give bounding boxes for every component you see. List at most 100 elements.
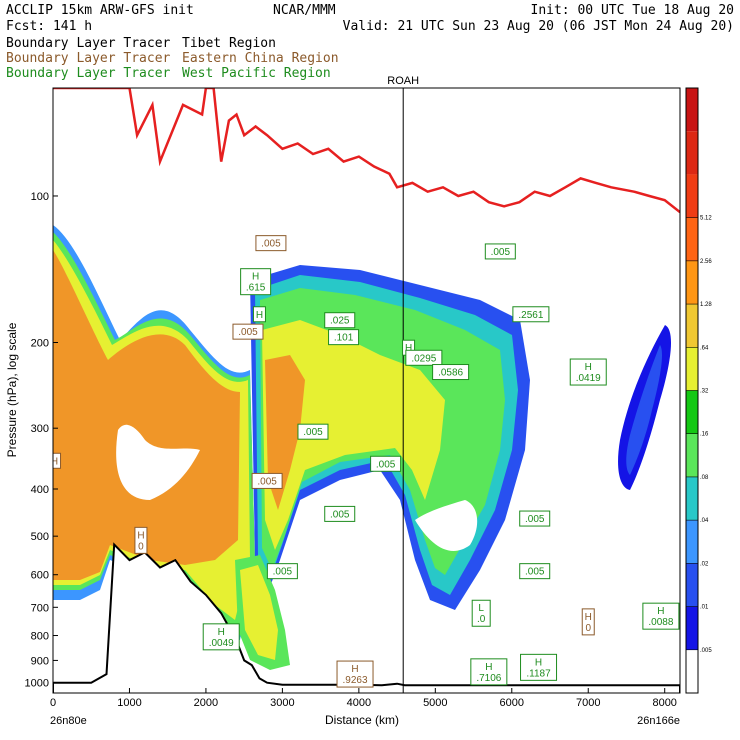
legend-entry-eastchina-region: Eastern China Region <box>182 51 339 66</box>
y-tick-label: 500 <box>31 531 49 543</box>
contour-label-box <box>470 658 508 686</box>
contour-label-box <box>255 235 287 252</box>
shading-white-notch <box>116 424 200 500</box>
x-axis-label: Distance (km) <box>325 713 399 727</box>
colorbar-segment <box>686 304 698 348</box>
contour-label-text: .005 <box>257 476 277 487</box>
y-tick-label: 700 <box>31 602 49 614</box>
colorbar-segment <box>686 217 698 261</box>
y-tick-label: 300 <box>31 423 49 435</box>
contour-label-box <box>266 563 298 580</box>
contour-label-text: H <box>51 456 58 467</box>
colorbar-segment <box>686 131 698 175</box>
colorbar-segment <box>686 606 698 650</box>
contour-label-box <box>519 563 551 580</box>
contour-label-text: .005 <box>303 427 323 438</box>
y-tick-label: 1000 <box>25 678 49 690</box>
contour-label-text: H <box>535 657 542 668</box>
colorbar-segment <box>686 433 698 477</box>
contour-label-box <box>202 623 240 651</box>
contour-label: H.9263 <box>336 660 374 688</box>
contour-label-text: .0419 <box>576 373 601 384</box>
contour-label: .2561 <box>512 306 550 323</box>
colorbar-tick-label: .02 <box>700 561 709 567</box>
colorbar-segment <box>686 174 698 218</box>
right-endpoint-label: 26n166e <box>637 715 680 727</box>
shading-orange-core <box>53 250 240 580</box>
contour-label-box <box>520 653 558 681</box>
y-axis: 100 200 300 400 500 600 700 800 900 1000 <box>25 191 58 690</box>
model-title: ACCLIP 15km ARW-GFS init <box>6 3 194 18</box>
shading-white-hole <box>415 500 478 551</box>
contour-label-text: H <box>137 530 144 541</box>
contour-label-text: H <box>351 664 358 675</box>
colorbar-tick-label: 1.28 <box>700 302 712 308</box>
contour-label: H.0088 <box>642 602 680 630</box>
contour-label-text: .025 <box>330 316 350 327</box>
tracer-shading <box>53 225 672 670</box>
contour-label-text: L <box>478 603 484 614</box>
x-tick-label: 5000 <box>423 697 447 709</box>
contour-labels: .005 H.615 H .005 .025 .101 H .0295 .0586 .005 .25… <box>51 235 680 688</box>
contour-label: .005 <box>251 472 283 489</box>
init-time: Init: 00 UTC Tue 18 Aug 20 <box>531 3 735 18</box>
contour-label-text: .005 <box>273 567 293 578</box>
x-tick-label: 3000 <box>270 697 294 709</box>
contour-label-text: .0049 <box>209 638 234 649</box>
contour-label: .005 <box>519 510 551 527</box>
contour-label: H.615 <box>240 268 272 296</box>
contour-label: H.1187 <box>520 653 558 681</box>
colorbar-tick-label: .08 <box>700 475 709 481</box>
legend-entry-westpacific-region: West Pacific Region <box>182 66 331 81</box>
contour-label: .101 <box>328 329 360 346</box>
legend-entry-eastchina-prefix: Boundary Layer Tracer <box>6 51 171 66</box>
contour-label: H.0049 <box>202 623 240 651</box>
colorbar-tick-label: .16 <box>700 432 709 438</box>
colorbar-segment <box>686 649 698 693</box>
contour-label: H <box>51 452 62 469</box>
contour-label: L.0 <box>471 599 491 627</box>
contour-label-box <box>324 505 356 522</box>
contour-label: .005 <box>255 235 287 252</box>
contour-label: .005 <box>370 455 402 472</box>
x-tick-label: 0 <box>50 697 56 709</box>
contour-label-text: .005 <box>330 509 350 520</box>
contour-label-text: .0586 <box>438 368 463 379</box>
y-tick-label: 400 <box>31 484 49 496</box>
contour-label: .005 <box>484 243 516 260</box>
contour-label-text: .005 <box>376 459 396 470</box>
y-tick-label: 100 <box>31 191 49 203</box>
plot-frame <box>52 87 681 694</box>
contour-label-text: .7106 <box>476 673 501 684</box>
contour-label: .0295 <box>405 349 443 366</box>
shading-central-orange <box>265 355 305 510</box>
contour-label: H0 <box>134 526 148 554</box>
legend-entry-tibet-prefix: Boundary Layer Tracer <box>6 36 171 51</box>
contour-label: .0586 <box>432 364 470 381</box>
contour-label-box <box>519 510 551 527</box>
colorbar-tick-label: 2.56 <box>700 259 712 265</box>
contour-label-box <box>512 306 550 323</box>
contour-label-text: .101 <box>334 333 354 344</box>
contour-label-text: 0 <box>138 541 144 552</box>
colorbar-segment <box>686 260 698 305</box>
shading-central-yellow <box>262 320 445 550</box>
contour-label-text: H <box>218 627 225 638</box>
x-tick-label: 1000 <box>117 697 141 709</box>
x-tick-label: 7000 <box>576 697 600 709</box>
contour-label-box <box>53 452 62 469</box>
contour-label-text: H <box>256 310 263 321</box>
colorbar: .005 .01 .02 .04 .08 .16 .32 .64 1.28 2.56 5.12 <box>685 87 712 694</box>
contour-label-box <box>581 608 595 636</box>
contour-label-box <box>471 599 491 627</box>
colorbar-segment <box>686 520 698 564</box>
contour-label: H <box>252 306 266 323</box>
contour-label-box <box>297 423 329 440</box>
x-tick-label: 8000 <box>652 697 676 709</box>
contour-label: H.0419 <box>569 358 607 386</box>
contour-label-text: .005 <box>491 247 511 258</box>
colorbar-tick-label: 5.12 <box>700 216 712 222</box>
roah-marker-label: ROAH <box>387 75 419 87</box>
contour-label: H.7106 <box>470 658 508 686</box>
